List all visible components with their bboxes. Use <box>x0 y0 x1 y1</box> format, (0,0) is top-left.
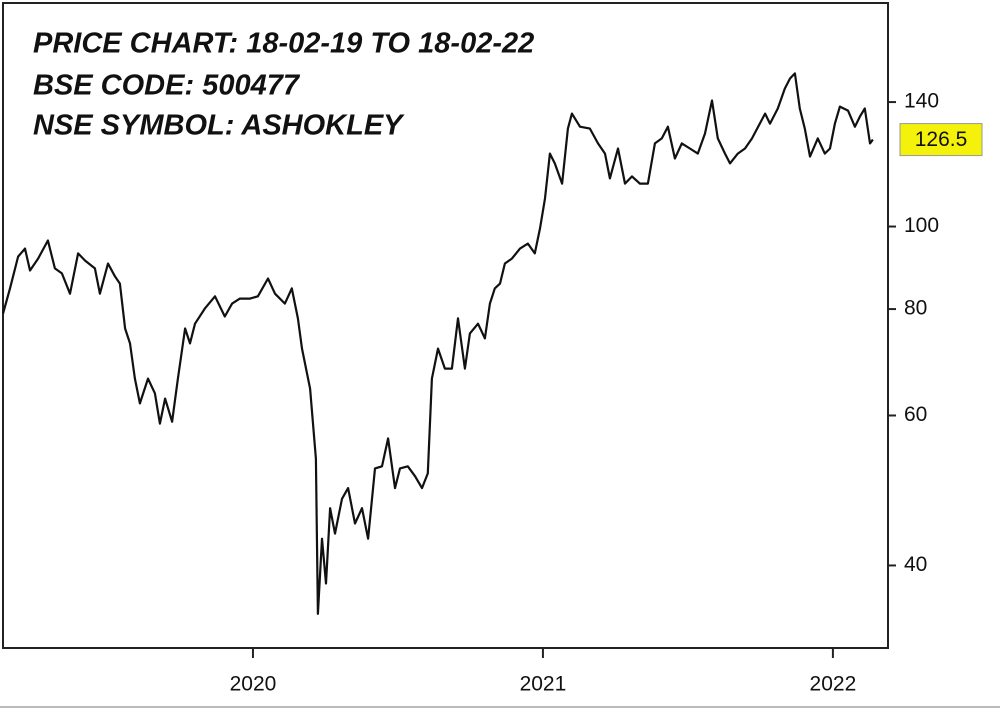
y-tick-label: 80 <box>904 297 927 320</box>
y-tick-label: 100 <box>904 214 939 237</box>
y-tick-label: 140 <box>904 90 939 113</box>
y-tick-label: 40 <box>904 553 927 576</box>
price-line <box>1 72 874 615</box>
last-price-label: 126.5 <box>915 128 968 151</box>
chart-title: BSE CODE: 500477 <box>33 70 301 102</box>
x-tick-label: 2022 <box>810 673 857 696</box>
plot-frame <box>2 2 889 649</box>
x-tick-label: 2021 <box>520 673 567 696</box>
chart-title: PRICE CHART: 18-02-19 TO 18-02-22 <box>33 28 534 60</box>
x-tick-label: 2020 <box>230 673 277 696</box>
chart-title: NSE SYMBOL: ASHOKLEY <box>33 110 405 142</box>
y-tick-label: 60 <box>904 403 927 426</box>
last-price-box <box>899 123 983 157</box>
